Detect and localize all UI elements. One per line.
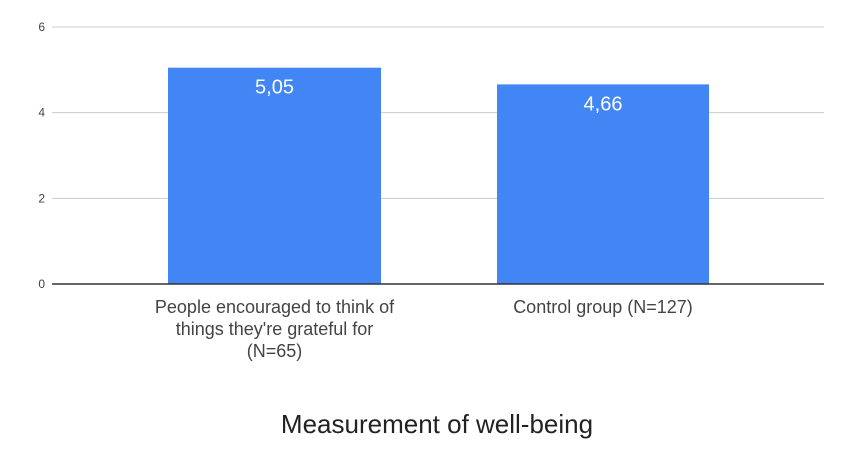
y-tick-label: 2 (38, 191, 45, 205)
x-axis-title: Measurement of well-being (281, 409, 593, 439)
bar (168, 67, 381, 284)
data-labels: 5,05 4,66 (255, 77, 622, 116)
category-labels: People encouraged to think of things they… (155, 297, 693, 361)
y-tick-label: 0 (38, 277, 45, 291)
category-label: People encouraged to think of things they… (155, 297, 395, 361)
y-tick-label: 6 (38, 20, 45, 34)
data-label: 4,66 (584, 93, 623, 115)
bar (497, 84, 709, 284)
y-tick-label: 4 (38, 106, 45, 120)
bars (168, 67, 709, 284)
data-label: 5,05 (255, 77, 294, 99)
category-label: Control group (N=127) (513, 297, 693, 317)
y-axis-ticks: 0 2 4 6 (38, 20, 45, 291)
